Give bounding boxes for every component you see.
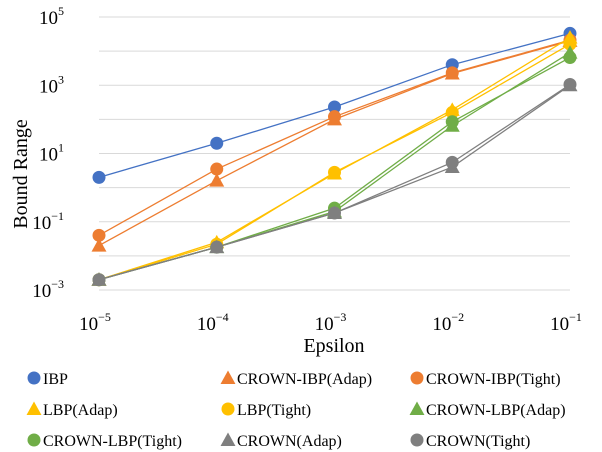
- x-tick-label-exponent: −4: [216, 310, 229, 324]
- legend-label: CROWN(Tight): [426, 433, 530, 450]
- data-point-crown-tight: [563, 78, 577, 92]
- y-tick-label-exponent: 3: [58, 72, 64, 86]
- data-point-crown-lbp-tight: [445, 115, 459, 129]
- gridlines: [99, 16, 570, 291]
- data-point-crown-ibp-tight: [445, 66, 459, 80]
- data-point-crown-ibp-adap: [91, 238, 107, 252]
- legend-item-crown-ibp-tight: CROWN-IBP(Tight): [410, 371, 561, 388]
- x-tick-label: 10−5: [79, 310, 111, 335]
- data-point-crown-ibp-tight: [210, 162, 224, 176]
- data-point-crown-ibp-adap: [209, 173, 225, 187]
- x-tick-label: 10−3: [315, 310, 347, 335]
- data-point-crown-tight: [210, 240, 224, 254]
- legend-marker-crown-ibp-adap: [220, 370, 236, 384]
- legend-item-lbp-adap: LBP(Adap): [26, 401, 118, 419]
- y-tick-label-exponent: −3: [51, 277, 64, 291]
- y-tick-label: 101: [39, 141, 64, 166]
- y-tick-label-base: 10: [39, 145, 58, 166]
- data-point-lbp-tight: [445, 105, 459, 119]
- data-point-ibp: [92, 170, 106, 184]
- y-tick-label: 105: [39, 4, 64, 29]
- y-tick-label-base: 10: [32, 281, 51, 302]
- legend-marker-ibp: [27, 371, 41, 385]
- legend-marker-crown-adap: [220, 432, 236, 446]
- legend-item-lbp-tight: LBP(Tight): [221, 402, 311, 419]
- x-tick-label-base: 10: [432, 314, 451, 335]
- legend-marker-lbp-adap: [26, 401, 42, 415]
- x-axis-tick-labels: 10−5 10−4 10−3 10−2 10−1: [79, 310, 582, 335]
- legend: IBP CROWN-IBP(Adap) CROWN-IBP(Tight) LBP(Ad…: [26, 370, 566, 450]
- y-tick-label-base: 10: [39, 8, 58, 29]
- x-tick-label-base: 10: [79, 314, 98, 335]
- series-markers: [91, 26, 578, 287]
- legend-marker-crown-tight: [410, 433, 424, 447]
- x-tick-label-base: 10: [315, 314, 334, 335]
- legend-label: CROWN-IBP(Tight): [426, 371, 561, 388]
- legend-marker-crown-ibp-tight: [410, 371, 424, 385]
- y-tick-label-exponent: 5: [58, 4, 64, 18]
- x-axis-title: Epsilon: [303, 335, 364, 357]
- x-tick-label-exponent: −3: [334, 310, 347, 324]
- legend-label: CROWN(Adap): [237, 433, 342, 450]
- x-tick-label-exponent: −5: [98, 310, 111, 324]
- data-point-crown-ibp-tight: [92, 228, 106, 242]
- legend-item-crown-adap: CROWN(Adap): [220, 432, 342, 450]
- series-lines: [98, 32, 571, 281]
- x-tick-label-base: 10: [197, 314, 216, 335]
- x-tick-label: 10−2: [432, 310, 464, 335]
- y-tick-label-base: 10: [32, 213, 51, 234]
- x-tick-label-exponent: −2: [451, 310, 464, 324]
- y-tick-label: 103: [39, 72, 64, 97]
- data-point-crown-tight: [92, 273, 106, 287]
- data-point-crown-tight: [445, 155, 459, 169]
- y-axis-title: Bound Range: [10, 119, 32, 229]
- legend-item-ibp: IBP: [27, 371, 68, 388]
- x-tick-label-exponent: −1: [569, 310, 582, 324]
- legend-item-crown-lbp-tight: CROWN-LBP(Tight): [27, 433, 182, 450]
- y-tick-label-exponent: −1: [51, 209, 64, 223]
- legend-marker-crown-lbp-tight: [27, 433, 41, 447]
- y-tick-label-exponent: 1: [58, 141, 64, 155]
- data-point-crown-lbp-tight: [563, 51, 577, 65]
- data-point-crown-ibp-tight: [328, 110, 341, 124]
- legend-item-crown-tight: CROWN(Tight): [410, 433, 530, 450]
- data-point-lbp-tight: [328, 165, 341, 179]
- series-line-lbp-tight: [98, 43, 571, 281]
- data-point-ibp: [328, 100, 341, 114]
- legend-label: CROWN-LBP(Adap): [426, 402, 566, 419]
- legend-label: LBP(Adap): [43, 402, 118, 419]
- x-tick-label: 10−1: [550, 310, 582, 335]
- y-tick-label: 10−3: [32, 277, 64, 302]
- y-tick-label-base: 10: [39, 76, 58, 97]
- legend-item-crown-ibp-adap: CROWN-IBP(Adap): [220, 370, 372, 388]
- legend-marker-lbp-tight: [221, 402, 235, 416]
- legend-label: LBP(Tight): [237, 402, 311, 419]
- legend-label: IBP: [43, 371, 68, 388]
- x-tick-label: 10−4: [197, 310, 229, 335]
- y-tick-label: 10−1: [32, 209, 64, 234]
- x-tick-label-base: 10: [550, 314, 569, 335]
- series-line-lbp-adap: [98, 36, 571, 281]
- legend-label: CROWN-IBP(Adap): [237, 371, 372, 388]
- data-point-lbp-tight: [563, 37, 577, 51]
- legend-item-crown-lbp-adap: CROWN-LBP(Adap): [409, 401, 566, 419]
- legend-label: CROWN-LBP(Tight): [43, 433, 182, 450]
- data-point-ibp: [210, 136, 224, 150]
- data-point-crown-tight: [328, 206, 341, 220]
- legend-marker-crown-lbp-adap: [409, 401, 425, 415]
